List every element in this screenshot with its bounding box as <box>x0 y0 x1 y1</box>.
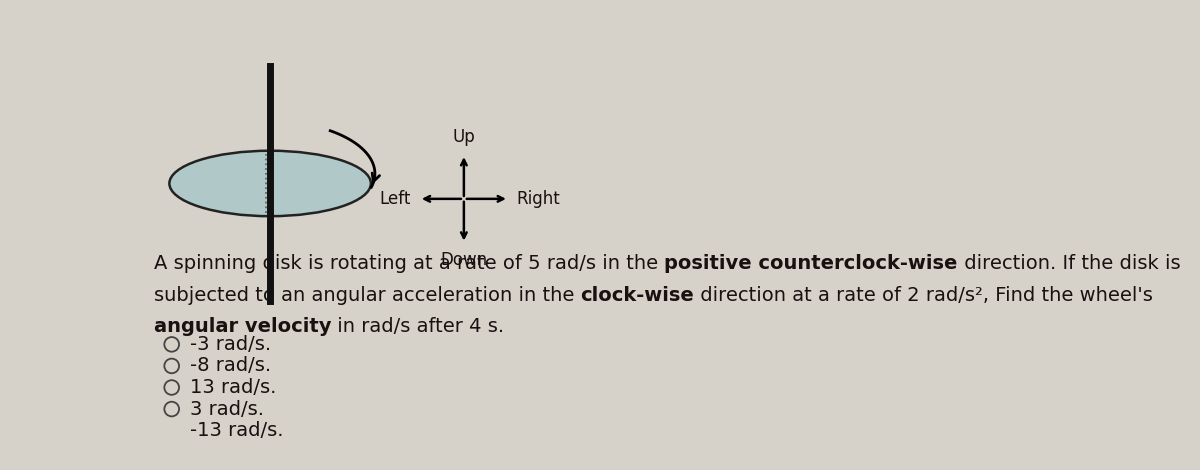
Text: Down: Down <box>440 251 487 269</box>
Text: direction at a rate of 2 rad/s², Find the wheel's: direction at a rate of 2 rad/s², Find th… <box>695 286 1153 305</box>
Text: positive counterclock-wise: positive counterclock-wise <box>665 254 958 273</box>
Text: -3 rad/s.: -3 rad/s. <box>191 335 271 354</box>
Text: Left: Left <box>379 190 412 208</box>
Text: direction. If the disk is: direction. If the disk is <box>958 254 1181 273</box>
Text: angular velocity: angular velocity <box>154 317 331 337</box>
Text: subjected to an angular acceleration in the: subjected to an angular acceleration in … <box>154 286 581 305</box>
Text: clock-wise: clock-wise <box>581 286 695 305</box>
Text: -13 rad/s.: -13 rad/s. <box>191 421 284 440</box>
Text: -8 rad/s.: -8 rad/s. <box>191 356 271 376</box>
Text: 13 rad/s.: 13 rad/s. <box>191 378 277 397</box>
Text: Up: Up <box>452 128 475 147</box>
Text: 3 rad/s.: 3 rad/s. <box>191 400 264 419</box>
Ellipse shape <box>169 151 371 216</box>
Text: in rad/s after 4 s.: in rad/s after 4 s. <box>331 317 504 337</box>
Text: Right: Right <box>516 190 560 208</box>
Text: A spinning disk is rotating at a rate of 5 rad/s in the: A spinning disk is rotating at a rate of… <box>154 254 665 273</box>
